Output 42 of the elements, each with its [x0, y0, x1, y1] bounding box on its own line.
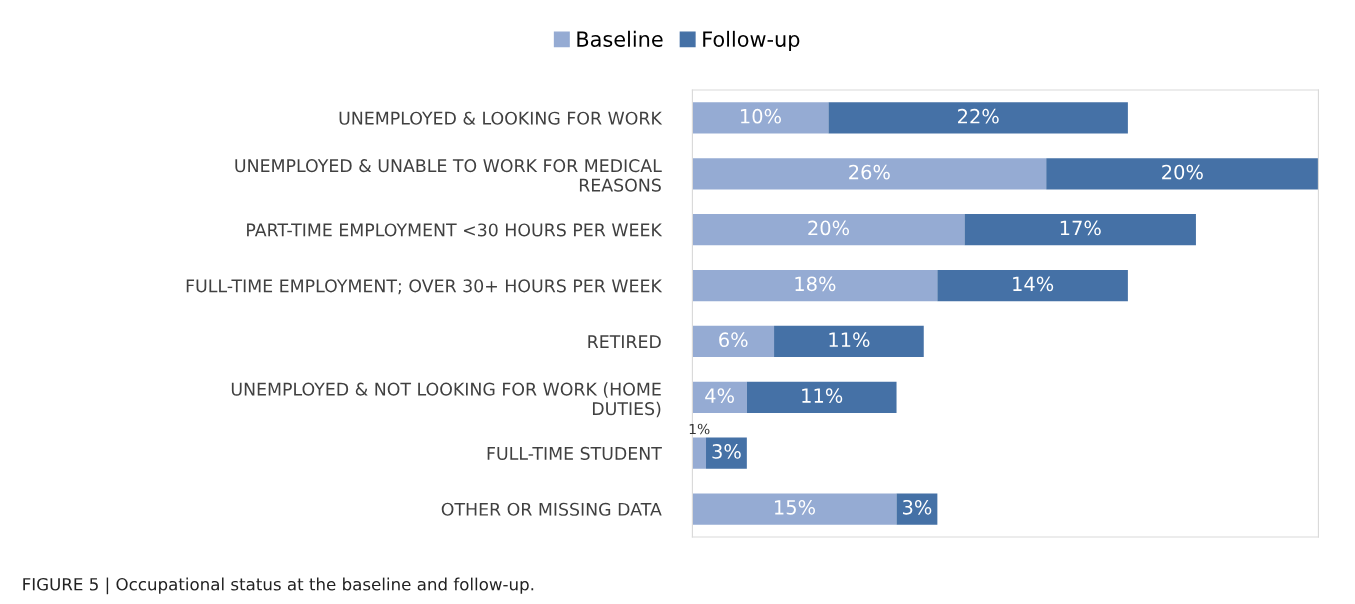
bar — [964, 214, 1196, 246]
bar — [692, 102, 829, 134]
data-label: 11% — [802, 388, 843, 403]
data-label: 22% — [958, 108, 999, 124]
data-label: 6% — [719, 332, 748, 348]
caption: FIGURE 5 | Occupational status at the baseline and follow-up. — [23, 577, 534, 595]
data-label: 4% — [705, 388, 734, 403]
y-tick-label: FULL-TIME EMPLOYMENT; OVER 30+ HOURS PER WEEK — [186, 279, 663, 295]
bar — [896, 493, 938, 525]
data-label: 1% — [689, 423, 710, 435]
bar — [692, 214, 965, 246]
legend-label: Follow-up — [703, 30, 800, 51]
data-label: 20% — [808, 220, 850, 236]
bar — [746, 381, 897, 413]
bar — [692, 381, 747, 413]
data-label: 3% — [712, 444, 741, 459]
data-label: 20% — [1162, 164, 1203, 180]
bar — [828, 102, 1128, 134]
y-tick-label: PART-TIME EMPLOYMENT <30 HOURS PER WEEK — [247, 223, 663, 237]
data-label: 11% — [829, 332, 870, 348]
y-tick-label: UNEMPLOYED & LOOKING FOR WORK — [339, 111, 663, 125]
bar — [1046, 158, 1319, 190]
y-tick-label: UNEMPLOYED & UNABLE TO WORK FOR MEDICAL REASONS — [235, 159, 662, 192]
y-tick-label: UNEMPLOYED & NOT LOOKING FOR WORK (HOME DUTIES) — [231, 382, 661, 418]
data-label: 17% — [1060, 220, 1101, 236]
y-tick-label: OTHER OR MISSING DATA — [441, 502, 662, 516]
bar — [692, 437, 707, 469]
data-label: 15% — [775, 499, 816, 515]
bar — [692, 269, 938, 302]
legend-label: Baseline — [577, 30, 663, 47]
data-label: 14% — [1013, 276, 1054, 292]
bar — [692, 158, 1047, 190]
bar — [774, 325, 924, 358]
data-label: 18% — [795, 276, 836, 292]
bar — [692, 493, 897, 525]
y-tick-label: FULL-TIME STUDENT — [487, 446, 662, 460]
bar — [937, 269, 1128, 302]
bar — [692, 325, 775, 358]
y-tick-label: RETIRED — [588, 335, 661, 349]
data-label: 10% — [740, 108, 781, 124]
data-label: 3% — [903, 499, 932, 515]
data-label: 26% — [849, 164, 890, 180]
